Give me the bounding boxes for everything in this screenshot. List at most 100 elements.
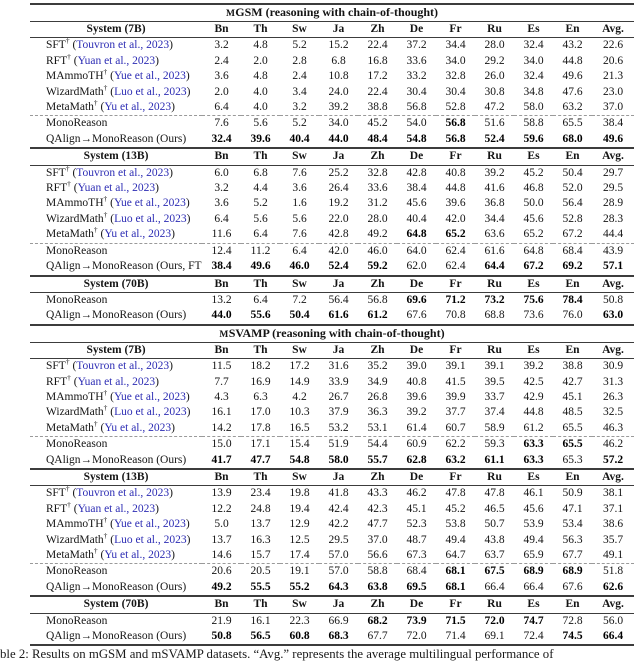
citation-link[interactable]: Yue et al., 2023 xyxy=(113,197,186,210)
system-label: MAmmoTH† (Yue et al., 2023) xyxy=(46,389,190,403)
citation-link[interactable]: Touvron et al., 2023 xyxy=(76,487,170,500)
citation-link[interactable]: Yuan et al., 2023 xyxy=(77,54,156,67)
metric-cell: 15.0 xyxy=(202,436,241,453)
metric-cell: 56.4 xyxy=(328,293,349,306)
metric-cell: 66.4 xyxy=(523,580,544,593)
citation-link[interactable]: Touvron et al., 2023 xyxy=(76,360,170,373)
dagger-footnote-marker: † xyxy=(103,84,108,92)
metric-cell: 41.8 xyxy=(328,487,349,500)
metric-cell: 12.5 xyxy=(289,533,310,546)
metric-cell: 62.4 xyxy=(436,242,475,260)
metric-cell: 22.4 xyxy=(367,85,388,98)
metric-cell: 45.2 xyxy=(523,166,544,179)
metric-cell: 4.0 xyxy=(253,101,268,114)
citation-link[interactable]: Yue et al., 2023 xyxy=(113,390,186,403)
metric-cell: 32.5 xyxy=(602,406,624,419)
column-header: Ja xyxy=(319,274,358,293)
citation-link[interactable]: Yuan et al., 2023 xyxy=(77,502,156,515)
metric-cell: 20.5 xyxy=(241,563,280,580)
citation-link[interactable]: Yuan et al., 2023 xyxy=(77,375,156,388)
metric-cell: 45.2 xyxy=(358,115,397,132)
column-header: Es xyxy=(514,274,553,293)
citation-link[interactable]: Yue et al., 2023 xyxy=(113,70,186,83)
metric-cell: 11.2 xyxy=(241,242,280,260)
metric-cell: 41.6 xyxy=(484,182,505,195)
metric-cell: 44.8 xyxy=(523,406,544,419)
system-label: RFT† (Yuan et al., 2023) xyxy=(46,181,160,195)
table-row: MAmmoTH† (Yue et al., 2023) 5.0 13.7 12.9 42… xyxy=(30,517,634,532)
metric-cell: 44.8 xyxy=(562,54,583,67)
metric-cell: 43.2 xyxy=(562,39,583,52)
metric-cell: 26.8 xyxy=(367,390,388,403)
metric-cell: 64.7 xyxy=(445,549,466,561)
metric-cell: 58.0 xyxy=(523,101,544,114)
metric-cell: 58.8 xyxy=(514,115,553,132)
metric-cell: 5.6 xyxy=(292,212,307,225)
dagger-footnote-marker: † xyxy=(65,37,70,46)
citation-link[interactable]: Touvron et al., 2023 xyxy=(76,39,170,52)
citation-link[interactable]: Yue et al., 2023 xyxy=(113,518,186,531)
metric-cell: 72.0 xyxy=(484,614,505,627)
column-header: De xyxy=(397,467,436,487)
metric-cell: 46.0 xyxy=(289,260,310,273)
metric-cell: 70.8 xyxy=(445,309,466,322)
metric-cell: 46.8 xyxy=(523,182,544,195)
metric-cell: 13.2 xyxy=(211,293,232,306)
metric-cell: 7.7 xyxy=(214,375,229,388)
metric-cell: 15.7 xyxy=(250,549,271,561)
column-header: Zh xyxy=(358,274,397,293)
dagger-footnote-marker: † xyxy=(67,53,71,61)
metric-cell: 46.0 xyxy=(358,242,397,260)
citation-link[interactable]: Yu et al., 2023 xyxy=(104,228,172,241)
metric-cell: 16.1 xyxy=(211,406,232,419)
metric-cell: 21.3 xyxy=(602,70,624,83)
column-header: Ru xyxy=(475,595,514,614)
metric-cell: 18.2 xyxy=(250,360,271,373)
citation-link[interactable]: Luo et al., 2023 xyxy=(114,212,187,225)
system-label: QAlign→MonoReason (Ours) xyxy=(46,453,187,466)
table-row: WizardMath† (Luo et al., 2023) 6.4 5.6 5.6 2… xyxy=(30,212,634,227)
metric-cell: 54.4 xyxy=(358,436,397,453)
citation-link[interactable]: Luo et al., 2023 xyxy=(114,85,187,98)
dagger-footnote-marker: † xyxy=(67,374,71,382)
citation-link[interactable]: Luo et al., 2023 xyxy=(114,406,187,419)
metric-cell: 61.4 xyxy=(406,421,427,434)
metric-cell: 37.7 xyxy=(445,406,466,419)
metric-cell: 54.0 xyxy=(397,115,436,132)
metric-cell: 47.8 xyxy=(484,487,505,500)
metric-cell: 37.0 xyxy=(602,101,624,114)
citation-link[interactable]: Luo et al., 2023 xyxy=(114,533,187,546)
metric-cell: 75.6 xyxy=(523,293,544,306)
metric-cell: 28.9 xyxy=(602,197,624,210)
column-header: Avg. xyxy=(592,147,635,166)
column-header: Sw xyxy=(280,274,319,293)
metric-cell: 78.4 xyxy=(562,293,583,306)
column-header: Ja xyxy=(319,147,358,166)
metric-cell: 42.0 xyxy=(319,242,358,260)
citation-link[interactable]: Yu et al., 2023 xyxy=(104,421,172,434)
system-label: RFT† (Yuan et al., 2023) xyxy=(46,501,160,515)
metric-cell: 55.5 xyxy=(250,580,271,593)
metric-cell: 34.8 xyxy=(523,85,544,98)
column-header: Fr xyxy=(436,467,475,487)
citation-link[interactable]: Yuan et al., 2023 xyxy=(77,182,156,195)
system-label: MAmmoTH† (Yue et al., 2023) xyxy=(46,196,190,210)
metric-cell: 50.8 xyxy=(211,630,232,643)
citation-link[interactable]: Touvron et al., 2023 xyxy=(76,166,170,179)
citation-link[interactable]: Yu et al., 2023 xyxy=(104,549,172,561)
results-table-mgsm: MGSM (reasoning with chain-of-thought) Sy… xyxy=(30,3,635,324)
metric-cell: 53.8 xyxy=(445,518,466,531)
metric-cell: 33.2 xyxy=(406,70,427,83)
system-label: RFT† (Yuan et al., 2023) xyxy=(46,53,160,67)
citation-link[interactable]: Yu et al., 2023 xyxy=(104,101,172,114)
metric-cell: 3.6 xyxy=(214,70,229,83)
column-header: Sw xyxy=(280,21,319,39)
metric-cell: 59.3 xyxy=(475,436,514,453)
metric-cell: 16.8 xyxy=(367,54,388,67)
metric-cell: 49.6 xyxy=(602,132,624,145)
metric-cell: 14.2 xyxy=(211,421,232,434)
metric-cell: 29.2 xyxy=(484,54,505,67)
metric-cell: 17.1 xyxy=(241,436,280,453)
metric-cell: 62.4 xyxy=(445,260,466,273)
